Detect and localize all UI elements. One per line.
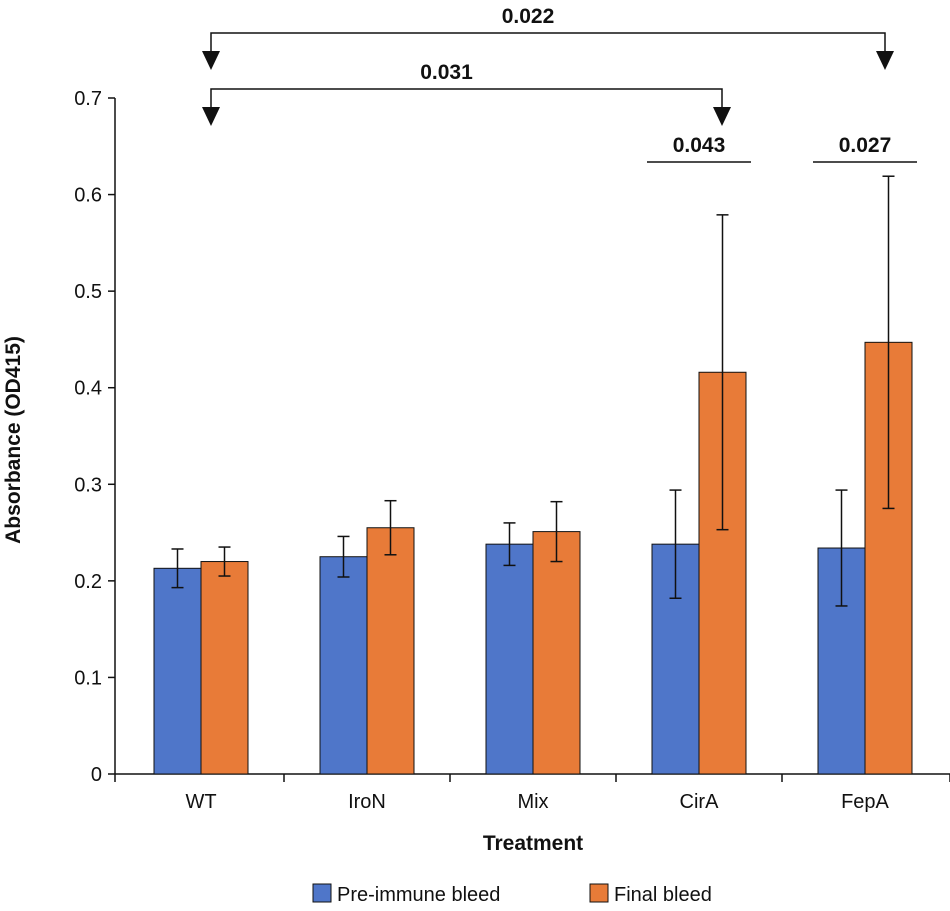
significance-label: 0.022	[502, 5, 555, 28]
y-tick-label: 0.6	[74, 185, 102, 207]
arrowhead-icon	[202, 107, 220, 126]
legend-swatch-final	[589, 883, 609, 903]
y-tick-label: 0.1	[74, 667, 102, 689]
x-axis-title: Treatment	[483, 832, 583, 855]
legend-swatch-pre-immune	[312, 883, 332, 903]
legend-label-final: Final bleed	[614, 884, 712, 906]
significance-label: 0.027	[839, 134, 892, 157]
x-tick-label: IroN	[348, 791, 386, 813]
bar	[319, 556, 368, 775]
significance-bracket	[210, 88, 723, 108]
significance-label: 0.031	[420, 61, 473, 84]
y-axis-title: Absorbance (OD415)	[2, 336, 25, 544]
arrowhead-icon	[713, 107, 731, 126]
y-tick-label: 0.5	[74, 281, 102, 303]
bar	[366, 527, 415, 775]
x-tick-label: WT	[185, 791, 216, 813]
x-tick-label: FepA	[841, 791, 889, 813]
bar	[532, 531, 581, 775]
y-tick-label: 0.7	[74, 88, 102, 110]
bar	[200, 561, 249, 775]
legend-label-pre-immune: Pre-immune bleed	[337, 884, 500, 906]
arrowhead-icon	[202, 51, 220, 70]
legend: Pre-immune bleed Final bleed	[312, 883, 712, 906]
significance-label: 0.043	[673, 134, 726, 157]
x-tick-label: CirA	[680, 791, 720, 813]
y-tick-label: 0.4	[74, 378, 102, 400]
significance-annotations: 0.022 0.031 0.043 0.027	[202, 5, 917, 163]
axes: 0 0.1 0.2 0.3 0.4 0.5 0.6 0.7 WT IroN Mix CirA FepA	[74, 88, 950, 813]
significance-bracket	[210, 32, 886, 52]
bars	[153, 341, 913, 775]
arrowhead-icon	[876, 51, 894, 70]
error-bars	[171, 175, 895, 607]
x-tick-label: Mix	[517, 791, 548, 813]
y-tick-label: 0.3	[74, 474, 102, 496]
y-tick-label: 0.2	[74, 571, 102, 593]
bar	[485, 543, 534, 775]
bar	[153, 567, 202, 775]
y-tick-label: 0	[91, 764, 102, 786]
